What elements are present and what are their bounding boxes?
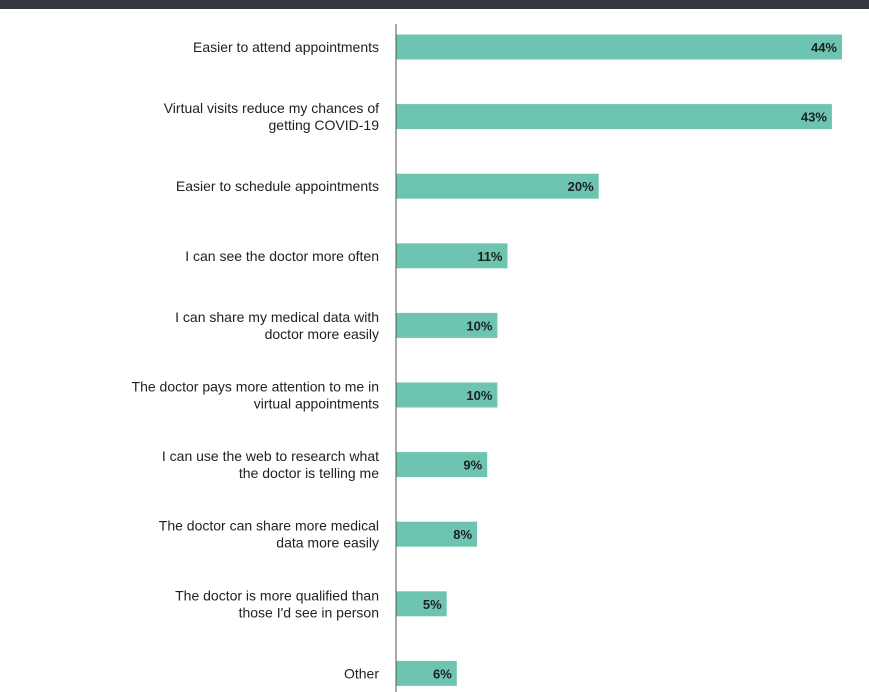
category-label-line: data more easily: [276, 535, 379, 551]
bar-0: [396, 34, 842, 60]
window-top-bar: [0, 0, 869, 9]
category-label-3: I can see the doctor more often: [185, 248, 379, 264]
bar-value-label-8: 5%: [423, 597, 442, 612]
category-label-line: getting COVID-19: [269, 117, 380, 133]
bar-value-label-5: 10%: [466, 388, 492, 403]
category-label-4: I can share my medical data with doctor m…: [175, 309, 379, 342]
category-label-1: Virtual visits reduce my chances of getti…: [164, 100, 379, 133]
bar-value-label-6: 9%: [463, 458, 482, 473]
category-label-line: doctor more easily: [265, 326, 379, 342]
category-label-line: those I'd see in person: [239, 604, 379, 620]
bar-value-label-4: 10%: [466, 318, 492, 333]
bar-value-label-7: 8%: [453, 527, 472, 542]
category-label-0: Easier to attend appointments: [193, 39, 379, 55]
bar-1: [396, 104, 832, 130]
bar-9: [396, 660, 457, 686]
category-label-line: I can see the doctor more often: [185, 248, 379, 264]
bar-2: [396, 173, 599, 199]
category-label-line: Easier to attend appointments: [193, 39, 379, 55]
bars-layer: [396, 34, 842, 686]
bar-value-label-2: 20%: [568, 179, 594, 194]
category-label-line: the doctor is telling me: [239, 465, 379, 481]
bar-value-label-1: 43%: [801, 110, 827, 125]
category-label-2: Easier to schedule appointments: [176, 178, 379, 194]
bar-4: [396, 312, 498, 338]
category-label-8: The doctor is more qualified than those I…: [175, 587, 379, 620]
category-label-line: Virtual visits reduce my chances of: [164, 100, 379, 116]
category-label-line: Easier to schedule appointments: [176, 178, 379, 194]
bar-value-label-9: 6%: [433, 666, 452, 681]
bar-5: [396, 382, 498, 408]
category-label-line: I can share my medical data with: [175, 309, 379, 325]
category-label-7: The doctor can share more medical data mo…: [159, 518, 379, 551]
category-label-line: Other: [344, 665, 379, 681]
category-label-6: I can use the web to research what the do…: [162, 448, 379, 481]
category-label-line: virtual appointments: [254, 396, 379, 412]
category-label-line: The doctor pays more attention to me in: [132, 379, 379, 395]
bar-value-label-3: 11%: [477, 249, 503, 264]
bar-3: [396, 243, 508, 269]
labels-layer: 44% Easier to attend appointments 43% Virtu…: [132, 39, 838, 681]
category-label-5: The doctor pays more attention to me in v…: [132, 379, 379, 412]
bar-8: [396, 591, 447, 617]
category-label-line: I can use the web to research what: [162, 448, 379, 464]
bar-7: [396, 521, 478, 547]
bar-value-label-0: 44%: [811, 40, 837, 55]
category-label-line: The doctor can share more medical: [159, 518, 379, 534]
category-label-line: The doctor is more qualified than: [175, 587, 379, 603]
bar-6: [396, 452, 488, 478]
category-label-9: Other: [344, 665, 379, 681]
